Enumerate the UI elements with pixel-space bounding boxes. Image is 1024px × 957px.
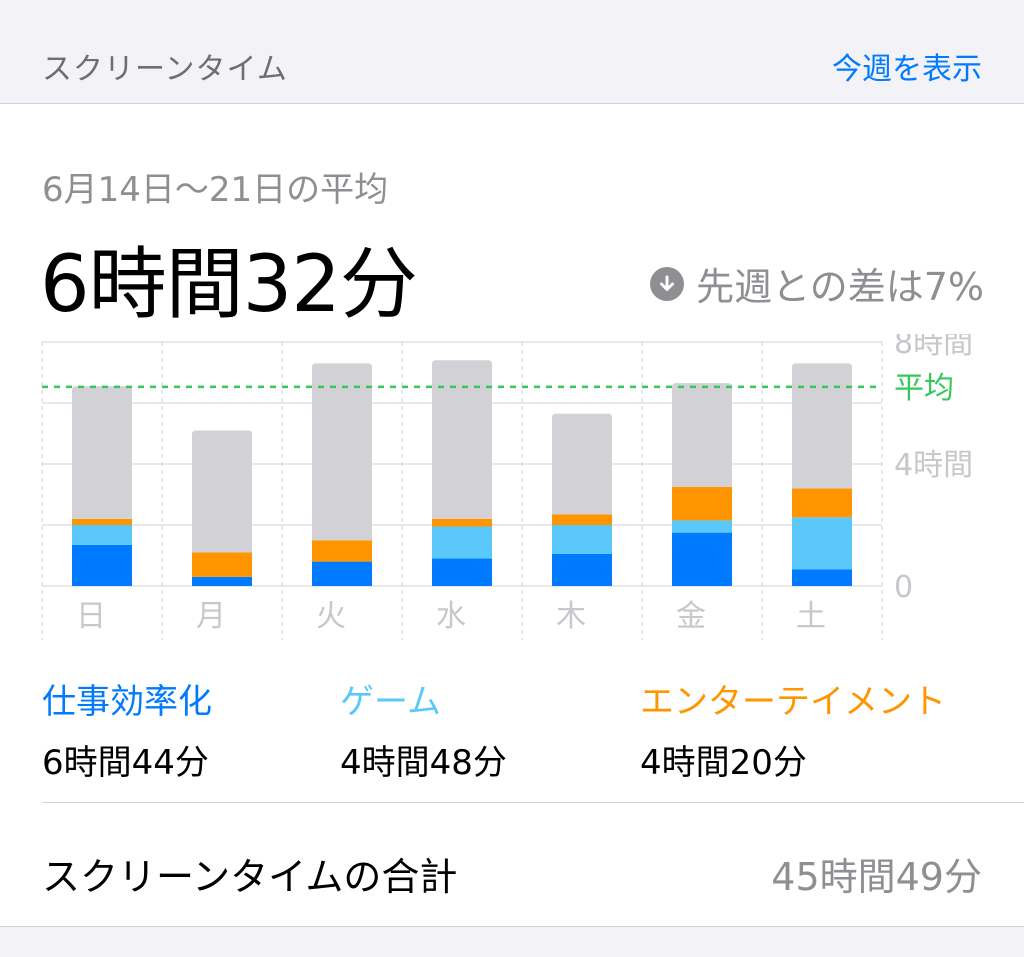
games-segment <box>72 525 132 545</box>
average-card[interactable]: 6月14日〜21日の平均 6時間32分 先週との差は7% 日 月 火 水 木 金 土 8時間 4… <box>0 104 1024 927</box>
average-time: 6時間32分 <box>40 240 418 330</box>
legend-entertainment: エンターテイメント 4時間20分 <box>640 674 946 784</box>
arrow-down-circle-icon <box>650 266 685 301</box>
day-label: 木 <box>556 599 586 634</box>
other-segment <box>72 386 132 519</box>
productivity-segment <box>672 532 732 586</box>
day-label: 月 <box>196 599 226 634</box>
productivity-segment <box>192 576 252 586</box>
productivity-segment <box>72 544 132 586</box>
daily-usage-chart[interactable]: 日 月 火 水 木 金 土 8時間 4時間 0 平均 <box>0 334 1024 644</box>
other-segment <box>312 363 372 541</box>
entertainment-segment <box>192 552 252 577</box>
games-segment <box>552 525 612 554</box>
entertainment-segment <box>312 540 372 562</box>
entertainment-segment <box>72 518 132 525</box>
entertainment-segment <box>672 486 732 521</box>
legend-value: 6時間44分 <box>42 743 209 783</box>
total-screen-time-label: スクリーンタイムの合計 <box>42 855 458 899</box>
entertainment-segment <box>792 488 852 518</box>
games-segment <box>432 526 492 559</box>
section-header: スクリーンタイム 今週を表示 <box>0 0 1024 104</box>
legend-value: 4時間20分 <box>640 743 807 783</box>
day-label: 日 <box>76 599 106 634</box>
day-label: 火 <box>316 599 346 634</box>
day-label: 金 <box>676 599 706 634</box>
games-segment <box>792 517 852 570</box>
day-label: 水 <box>436 599 466 634</box>
other-segment <box>792 363 852 489</box>
legend-games: ゲーム 4時間48分 <box>340 674 507 784</box>
y-tick-label: 8時間 <box>894 334 973 361</box>
other-segment <box>552 413 612 515</box>
divider <box>42 802 1024 803</box>
entertainment-segment <box>552 514 612 525</box>
productivity-segment <box>552 553 612 586</box>
average-label: 平均 <box>894 371 954 406</box>
section-title: スクリーンタイム <box>42 52 288 87</box>
y-tick-label: 0 <box>894 570 913 605</box>
other-segment <box>672 383 732 487</box>
legend-name: エンターテイメント <box>640 682 946 722</box>
productivity-segment <box>312 561 372 586</box>
legend-name: 仕事効率化 <box>42 682 212 722</box>
productivity-segment <box>432 558 492 586</box>
show-this-week-link[interactable]: 今週を表示 <box>832 52 982 87</box>
total-screen-time-value: 45時間49分 <box>771 855 982 899</box>
date-range-label: 6月14日〜21日の平均 <box>42 170 389 210</box>
entertainment-segment <box>432 518 492 527</box>
weekly-delta-text: 先週との差は7% <box>696 265 984 309</box>
other-segment <box>192 430 252 553</box>
legend-productivity: 仕事効率化 6時間44分 <box>42 674 212 784</box>
productivity-segment <box>792 569 852 586</box>
legend-value: 4時間48分 <box>340 743 507 783</box>
day-label: 土 <box>796 599 826 634</box>
games-segment <box>672 520 732 533</box>
y-tick-label: 4時間 <box>894 448 973 483</box>
other-segment <box>432 360 492 519</box>
legend-name: ゲーム <box>340 682 441 722</box>
weekly-delta: 先週との差は7% <box>650 256 984 311</box>
